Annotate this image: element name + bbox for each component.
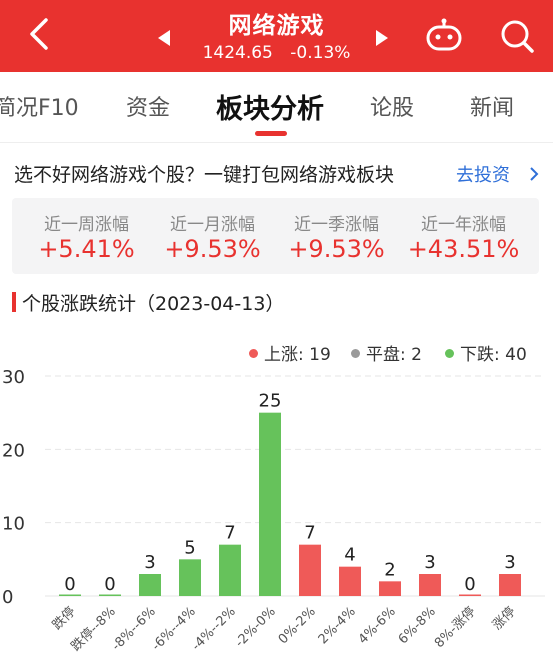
promo-text: 选不好网络游戏个股？一键打包网络游戏板块 [14,164,395,186]
bar [139,574,161,596]
bar [459,594,481,596]
legend-flat: 平盘: 2 [351,340,422,365]
legend-label: 上涨: 19 [264,345,331,365]
tab-profile[interactable]: 简况F10 [0,96,79,121]
bar [259,412,281,596]
x-tick-label: 0%-2% [276,604,319,647]
page-title: 网络游戏 [228,13,325,39]
prev-triangle-icon[interactable] [158,30,170,46]
legend-label: 下跌: 40 [460,345,527,365]
bar [219,544,241,596]
price-line: 1424.65 -0.13% [0,43,553,63]
bar [419,574,441,596]
stat-label: 近一季涨幅 [294,215,379,235]
x-tick-label: 跌停 [49,604,79,634]
search-icon[interactable] [497,16,537,56]
stat-label: 近一周涨幅 [44,215,129,235]
legend-up: 上涨: 19 [249,340,331,365]
bar [339,566,361,596]
stat-value: +9.53% [288,235,385,263]
y-tick-label: 20 [2,440,25,461]
bar-value-label: 25 [259,391,282,412]
section-accent-bar [12,292,16,312]
bar [99,594,121,596]
x-tick-label: 8%-涨停 [431,604,479,652]
bar-value-label: 3 [504,552,515,573]
bar-value-label: 3 [424,552,435,573]
stat-value: +9.53% [164,235,261,263]
bar [499,574,521,596]
stat-value: +43.51% [407,235,520,263]
y-tick-label: 0 [2,587,13,608]
tab-funds[interactable]: 资金 [126,96,171,121]
tab-sector-analysis[interactable]: 板块分析 [216,94,324,125]
bar-value-label: 2 [384,559,395,580]
legend-dot-flat [351,348,360,358]
legend-dot-up [249,348,258,358]
invest-link[interactable]: 去投资 [456,165,510,186]
bar-value-label: 0 [104,574,115,595]
bar-value-label: 7 [304,523,315,544]
header-bar: 网络游戏 1424.65 -0.13% [0,0,553,72]
legend-down: 下跌: 40 [445,340,527,365]
bar [379,581,401,596]
next-triangle-icon[interactable] [376,30,388,46]
bar-value-label: 3 [144,552,155,573]
x-tick-label: 2%-4% [316,604,359,647]
x-tick-label: 4%-6% [356,604,399,647]
bar-value-label: 4 [344,545,355,566]
gain-stats-panel: 近一周涨幅 +5.41% 近一月涨幅 +9.53% 近一季涨幅 +9.53% 近… [12,198,539,274]
x-tick-label: -4%--2% [189,604,239,654]
index-price: 1424.65 [202,43,273,63]
stat-label: 近一月涨幅 [170,215,255,235]
bar-value-label: 0 [464,574,475,595]
legend-dot-down [445,348,454,358]
x-tick-label: 涨停 [489,604,519,634]
tab-bar: 简况F10 资金 板块分析 论股 新闻 [0,72,553,143]
bar [299,544,321,596]
y-tick-label: 10 [2,514,25,535]
bar [59,594,81,596]
index-change: -0.13% [290,43,351,63]
section-title: 个股涨跌统计（2023-04-13） [22,293,285,315]
stat-value: +5.41% [38,235,135,263]
bar-value-label: 7 [224,523,235,544]
active-tab-indicator [255,131,287,136]
stat-label: 近一年涨幅 [421,215,506,235]
bar-value-label: 0 [64,574,75,595]
tab-news[interactable]: 新闻 [470,96,515,121]
back-arrow-icon[interactable] [22,14,56,54]
x-tick-label: -2%-0% [232,604,278,650]
bar [179,559,201,596]
tab-discussion[interactable]: 论股 [370,96,415,121]
robot-icon[interactable] [424,18,464,52]
chevron-right-icon[interactable] [528,166,540,182]
legend-label: 平盘: 2 [366,345,422,365]
bar-value-label: 5 [184,537,195,558]
y-tick-label: 30 [2,367,25,388]
